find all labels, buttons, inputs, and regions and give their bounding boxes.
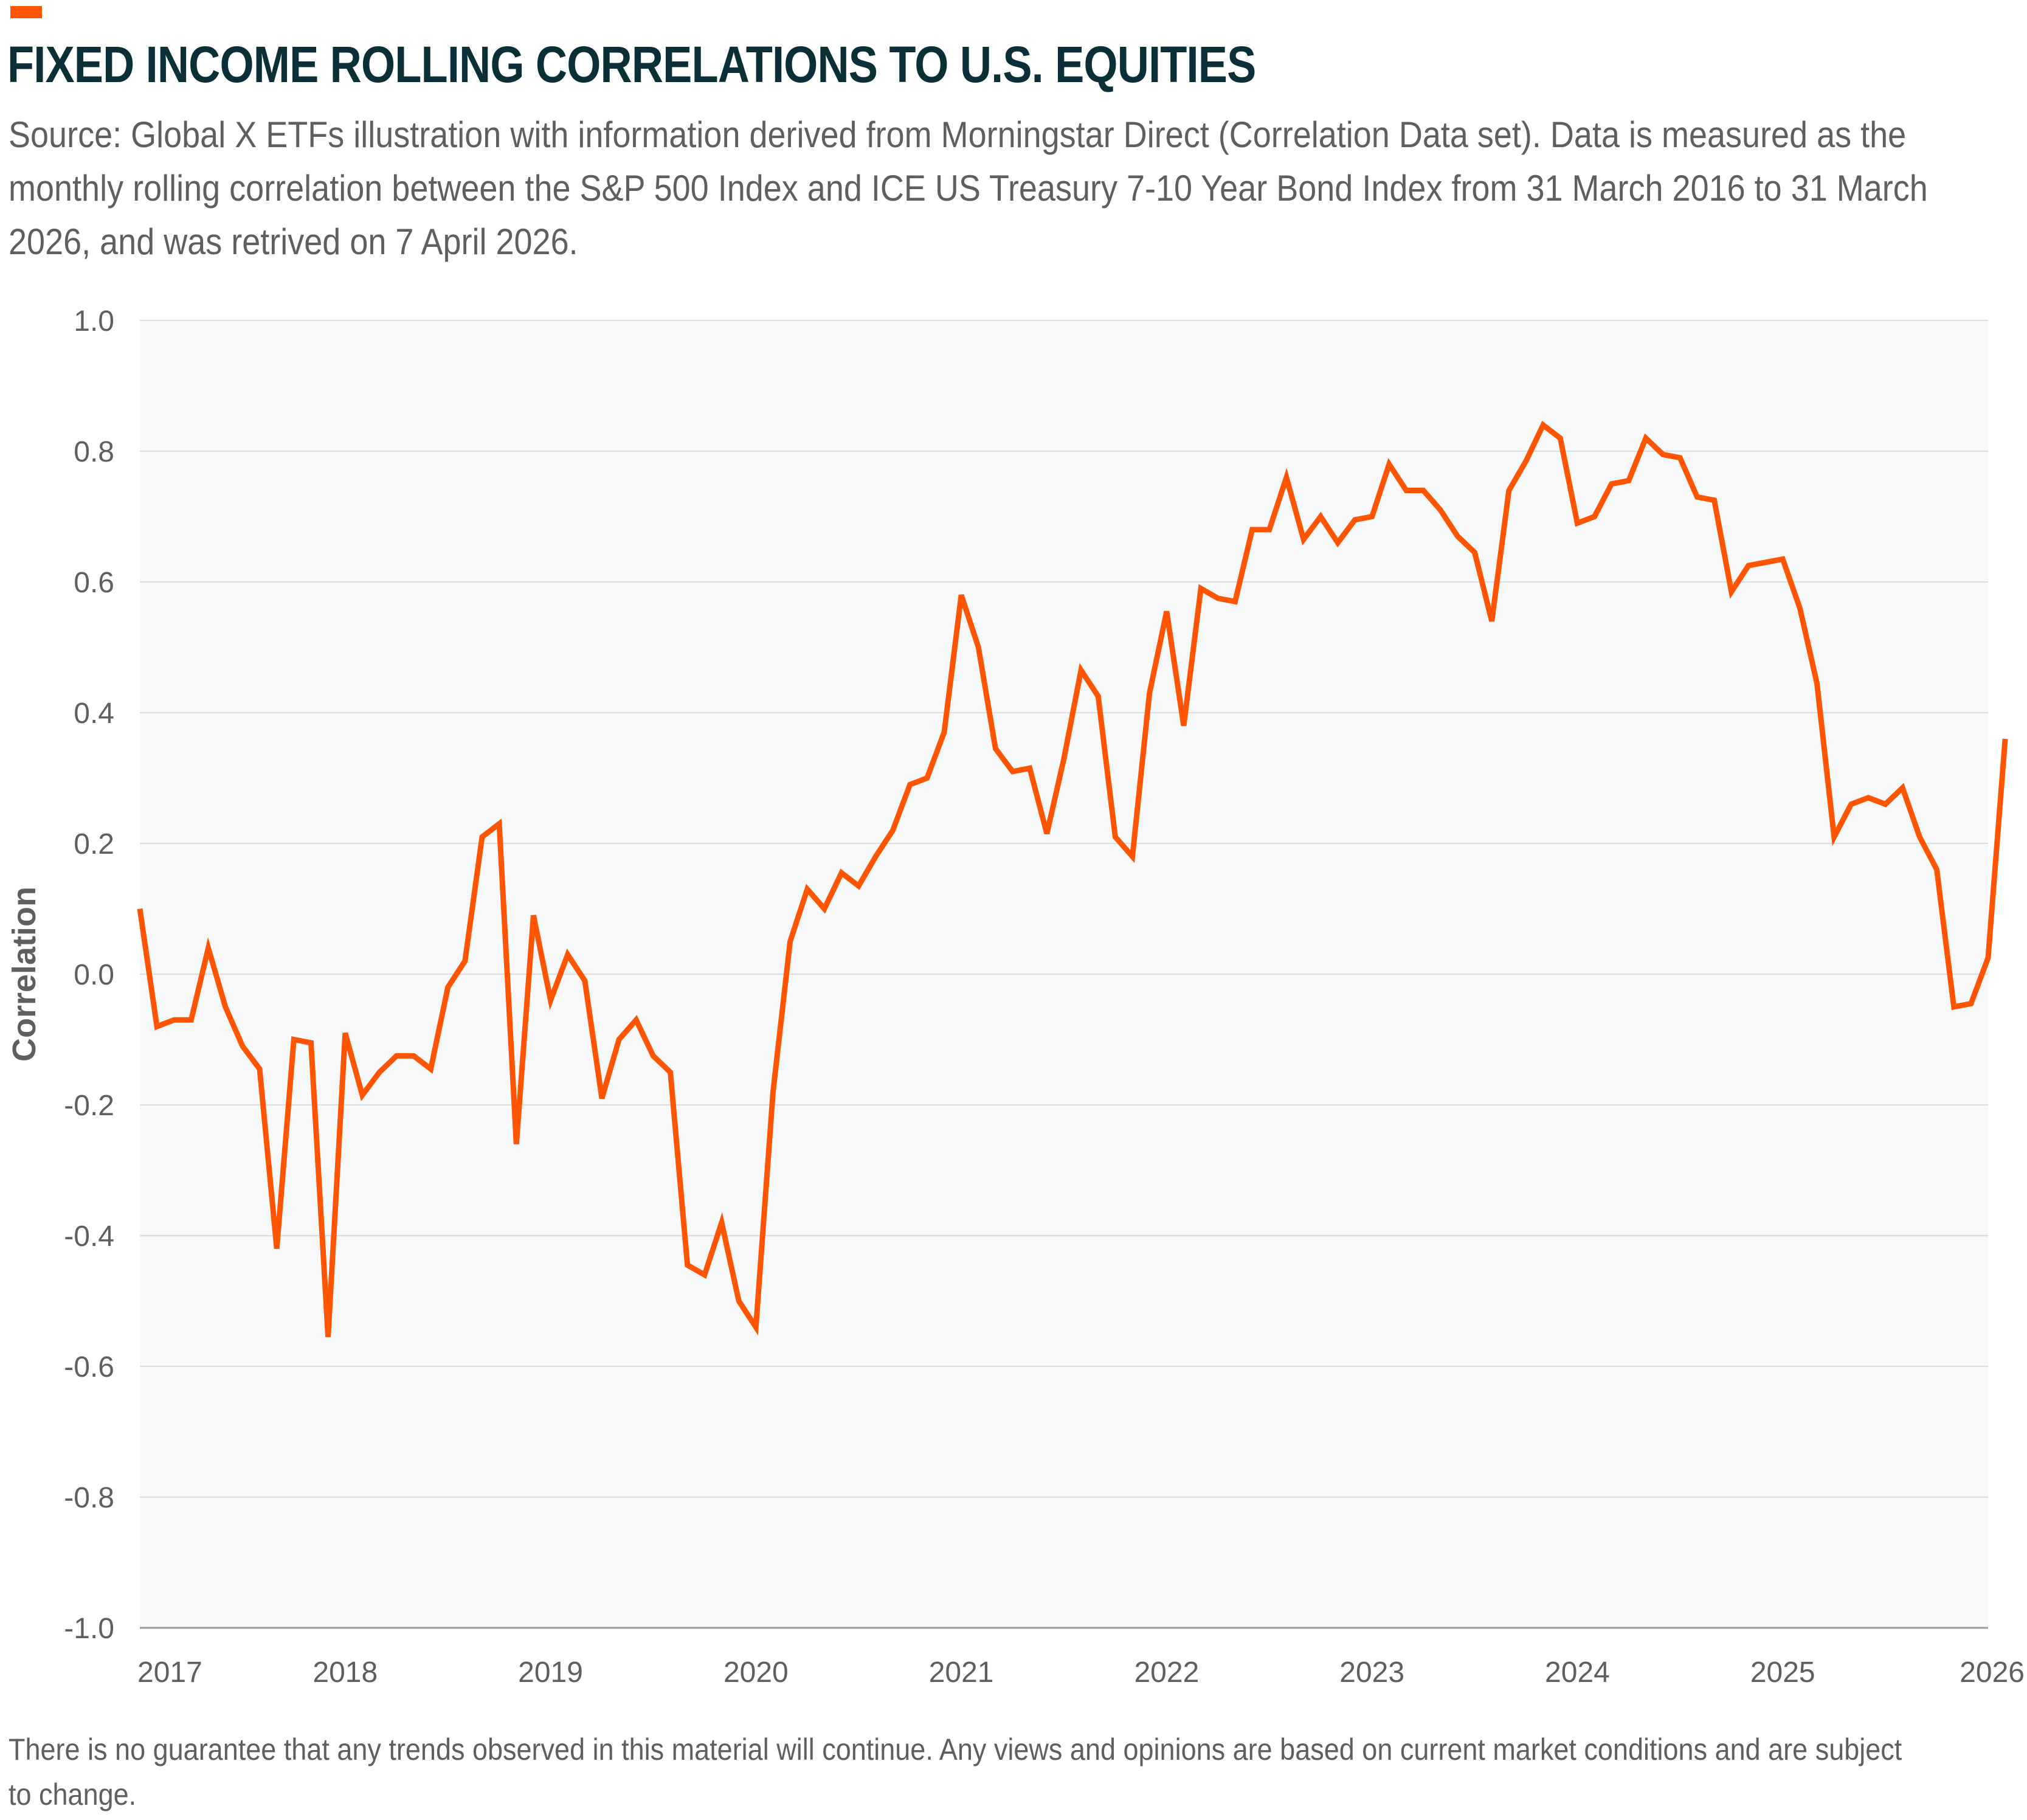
y-tick-label: -1.0 — [64, 1613, 114, 1645]
x-tick-label: 2026 — [1960, 1656, 2025, 1689]
x-tick-label: 2017 — [137, 1656, 202, 1689]
chart-source-note: Source: Global X ETFs illustration with … — [9, 114, 1928, 262]
x-tick-label: 2025 — [1750, 1656, 1815, 1689]
x-tick-label: 2022 — [1134, 1656, 1199, 1689]
disclaimer-footnote: There is no guarantee that any trends ob… — [9, 1732, 1902, 1811]
accent-bar — [10, 6, 42, 18]
x-tick-label: 2020 — [723, 1656, 789, 1689]
data-points — [139, 424, 2006, 1337]
y-axis-label: Correlation — [6, 887, 43, 1062]
correlation-series-line — [137, 421, 2008, 1337]
y-tick-label: 0.6 — [74, 567, 114, 599]
x-axis-ticks: 2017 2018 2019 2020 2021 2022 2023 2024 2025 2026 — [137, 1656, 2025, 1689]
y-tick-label: 1.0 — [74, 305, 114, 337]
chart-title: FIXED INCOME ROLLING CORRELATIONS TO U.S… — [7, 36, 1256, 93]
y-tick-label: -0.2 — [64, 1090, 114, 1122]
x-tick-label: 2021 — [929, 1656, 994, 1689]
y-tick-label: -0.8 — [64, 1482, 114, 1514]
y-tick-label: 0.8 — [74, 436, 114, 468]
y-tick-label: 0.4 — [74, 697, 114, 730]
y-tick-label: -0.6 — [64, 1351, 114, 1383]
x-tick-label: 2024 — [1545, 1656, 1610, 1689]
y-tick-label: -0.4 — [64, 1220, 114, 1253]
y-tick-label: 0.0 — [74, 959, 114, 991]
x-tick-label: 2018 — [313, 1656, 378, 1689]
y-axis-ticks: 1.0 0.8 0.6 0.4 0.2 0.0 -0.2 -0.4 -0.6 -0.8 -1.0 — [64, 305, 114, 1645]
gridlines — [140, 320, 1988, 1629]
x-tick-label: 2019 — [518, 1656, 583, 1689]
x-tick-label: 2023 — [1339, 1656, 1404, 1689]
y-tick-label: 0.2 — [74, 828, 114, 860]
